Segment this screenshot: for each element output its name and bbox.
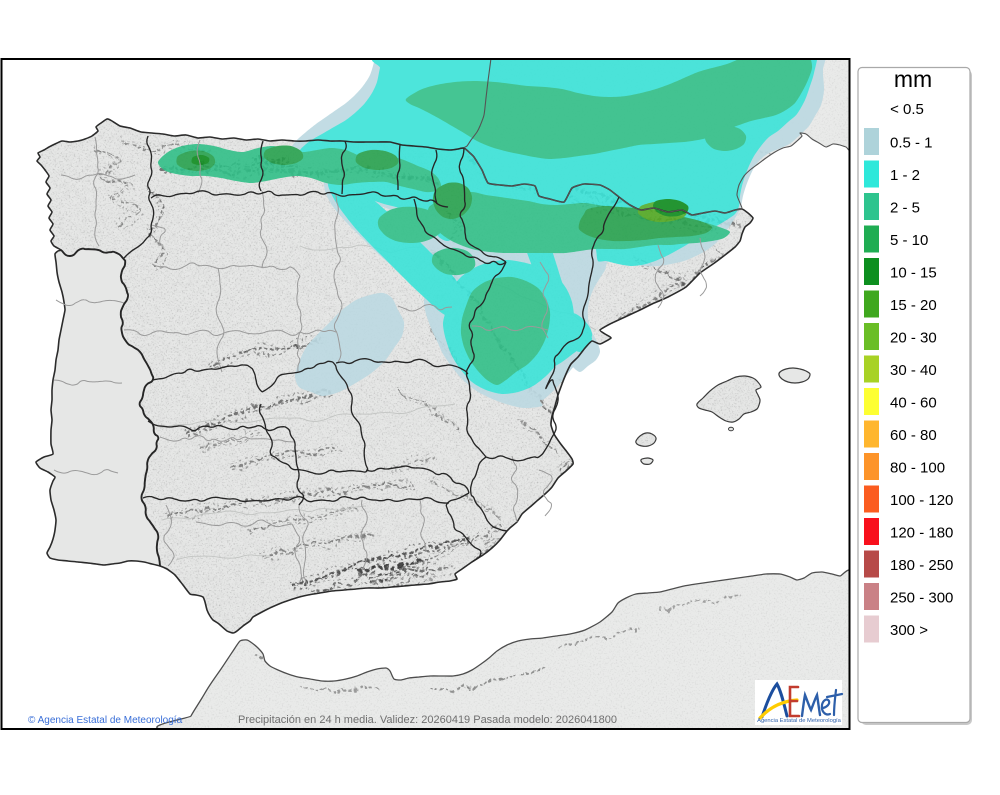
svg-text:mm: mm xyxy=(894,66,932,92)
svg-text:2 - 5: 2 - 5 xyxy=(890,200,920,217)
svg-text:© Agencia Estatal de Meteorolo: © Agencia Estatal de Meteorología xyxy=(28,715,183,726)
svg-text:15 - 20: 15 - 20 xyxy=(890,297,937,314)
svg-text:< 0.5: < 0.5 xyxy=(890,101,924,118)
svg-text:250 - 300: 250 - 300 xyxy=(890,590,953,607)
svg-text:10 - 15: 10 - 15 xyxy=(890,265,937,282)
svg-text:0.5 - 1: 0.5 - 1 xyxy=(890,135,933,152)
svg-text:30 - 40: 30 - 40 xyxy=(890,362,937,379)
svg-text:180 - 250: 180 - 250 xyxy=(890,557,953,574)
svg-text:5 - 10: 5 - 10 xyxy=(890,232,928,249)
svg-text:20 - 30: 20 - 30 xyxy=(890,330,937,347)
svg-text:1 - 2: 1 - 2 xyxy=(890,167,920,184)
svg-text:60 - 80: 60 - 80 xyxy=(890,427,937,444)
svg-text:40 - 60: 40 - 60 xyxy=(890,395,937,412)
svg-text:300 >: 300 > xyxy=(890,622,928,639)
svg-text:120 - 180: 120 - 180 xyxy=(890,525,953,542)
svg-text:100 - 120: 100 - 120 xyxy=(890,492,953,509)
svg-text:80 - 100: 80 - 100 xyxy=(890,460,945,477)
svg-text:Agencia Estatal de Meteorologí: Agencia Estatal de Meteorología xyxy=(757,718,842,724)
svg-text:Precipitación en 24 h media. V: Precipitación en 24 h media. Validez: 20… xyxy=(238,714,617,726)
